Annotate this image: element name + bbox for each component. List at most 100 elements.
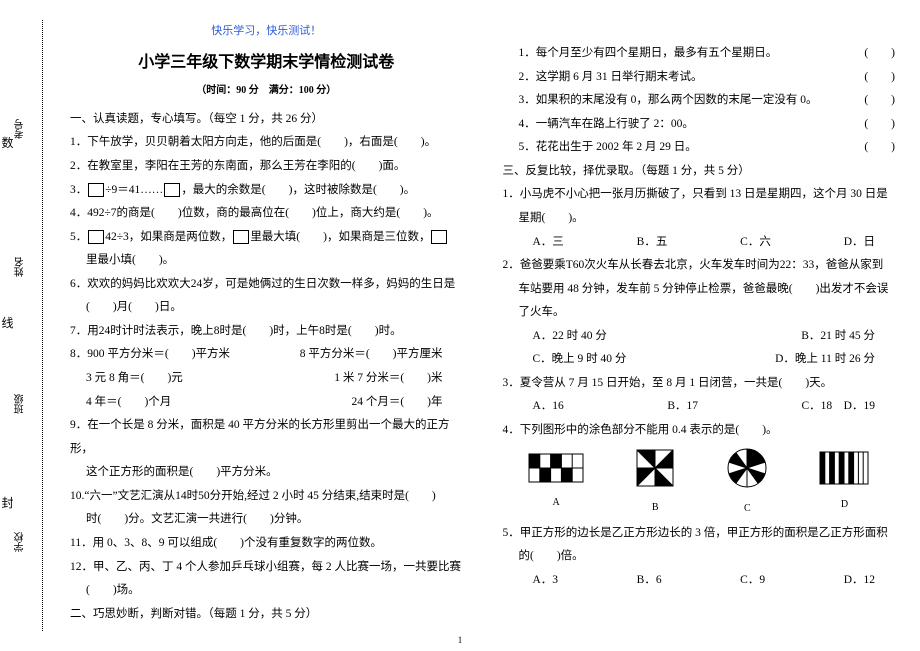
c2-choices1: A．22 时 40 分 B．21 时 45 分 — [503, 325, 896, 349]
blank-box-icon — [233, 230, 249, 244]
figure-d: D — [819, 451, 869, 516]
exam-title: 小学三年级下数学期末学情检测试卷 — [70, 47, 463, 80]
q8a: 8．900 平方分米＝( )平方米 — [70, 343, 230, 367]
content-columns: 快乐学习，快乐测试！ 小学三年级下数学期末学情检测试卷 （时间：90 分 满分：… — [60, 0, 920, 651]
judge-1: 1．每个月至少有四个星期日，最多有五个星期日。( ) — [503, 42, 896, 66]
q8d: 1 米 7 分米＝( )米 — [334, 367, 442, 391]
q12-line1: 12．甲、乙、丙、丁 4 个人参加乒乓球小组赛，每 2 人比赛一场，一共要比赛 — [70, 556, 463, 580]
q5-part1: 42÷3，如果商是两位数， — [105, 231, 232, 243]
q2: 2．在教室里，李阳在王芳的东南面，那么王芳在李阳的( )面。 — [70, 155, 463, 179]
c2-line2: 车站要用 48 分钟，发车前 5 分钟停止检票，爸爸最晚( )出发才不会误 — [503, 278, 896, 302]
section-3-heading: 三、反复比较，择优录取。（每题 1 分，共 5 分） — [503, 160, 896, 184]
q10-line1: 10.“六一”文艺汇演从14时50分开始,经过 2 小时 45 分结束,结束时是… — [70, 485, 463, 509]
q8b: 8 平方分米＝( )平方厘米 — [300, 343, 443, 367]
q5-line1: 5． 42÷3，如果商是两位数， 里最大填( )，如果商是三位数， — [70, 226, 463, 250]
fig-d-label: D — [819, 495, 869, 516]
right-column: 1．每个月至少有四个星期日，最多有五个星期日。( ) 2．这学期 6 月 31 … — [503, 20, 896, 641]
blank-box-icon — [431, 230, 447, 244]
figure-b: B — [635, 448, 675, 519]
q10-line2: 时( )分。文艺汇演一共进行( )分钟。 — [70, 508, 463, 532]
judge-2: 2．这学期 6 月 31 日举行期末考试。 ( ) — [503, 66, 896, 90]
judge-5: 5．花花出生于 2002 年 2 月 29 日。 ( ) — [503, 136, 896, 160]
blank-box-icon — [88, 183, 104, 197]
q7: 7．用24时计时法表示，晚上8时是( )时，上午8时是( )时。 — [70, 320, 463, 344]
page-number: 1 — [458, 635, 463, 645]
q9-line1: 9．在一个长是 8 分米，面积是 40 平方分米的长方形里剪出一个最大的正方形， — [70, 414, 463, 461]
left-column: 快乐学习，快乐测试！ 小学三年级下数学期末学情检测试卷 （时间：90 分 满分：… — [70, 20, 463, 641]
square-8-slice-icon — [635, 448, 675, 488]
label-name: 姓名 — [13, 257, 28, 277]
c2-line1: 2．爸爸要乘T60次火车从长春去北京，火车发车时间为22：33，爸爸从家到 — [503, 254, 896, 278]
c1-choices: A．三 B．五 C．六 D．日 — [503, 231, 896, 255]
exam-page: 数 线 封 考号 姓名 班级 学校 快乐学习，快乐测试！ 小学三年级下数学期末学… — [0, 0, 920, 651]
figure-a: A — [528, 453, 584, 514]
binding-dotted-line — [42, 20, 43, 631]
c5-a: A．3 — [533, 569, 559, 593]
c3-c: C．18 D．19 — [802, 395, 875, 419]
c1-b: B．五 — [637, 231, 668, 255]
c5-d: D．12 — [844, 569, 875, 593]
j5-text: 5．花花出生于 2002 年 2 月 29 日。 — [519, 136, 697, 160]
q3-mid: ÷9＝41…… — [105, 184, 163, 196]
q3: 3．÷9＝41……，最大的余数是( )，这时被除数是( )。 — [70, 179, 463, 203]
c1-a: A．三 — [533, 231, 564, 255]
blank-box-icon — [164, 183, 180, 197]
q6-line1: 6．欢欢的妈妈比欢欢大24岁，可是她俩过的生日次数一样多，妈妈的生日是 — [70, 273, 463, 297]
c5-b: B．6 — [637, 569, 662, 593]
q1: 1．下午放学，贝贝朝着太阳方向走，他的后面是( )，右面是( )。 — [70, 131, 463, 155]
c4: 4．下列图形中的涂色部分不能用 0.4 表示的是( )。 — [503, 419, 896, 443]
q8e: 4 年＝( )个月 — [86, 391, 171, 415]
q3-prefix: 3． — [70, 184, 87, 196]
c1-d: D．日 — [844, 231, 875, 255]
figure-c: C — [726, 447, 768, 520]
c2-c: C．晚上 9 时 40 分 — [533, 348, 627, 372]
stripes-10-icon — [819, 451, 869, 485]
q11: 11．用 0、3、8、9 可以组成( )个没有重复数字的两位数。 — [70, 532, 463, 556]
j2-text: 2．这学期 6 月 31 日举行期末考试。 — [519, 66, 703, 90]
figure-row: A B — [503, 447, 896, 520]
grid-2x5-icon — [528, 453, 584, 483]
q4: 4．492÷7的商是( )位数，商的最高位在( )位上，商大约是( )。 — [70, 202, 463, 226]
c1-line1: 1．小马虎不小心把一张月历撕破了，只看到 13 日是星期四，这个月 30 日是 — [503, 183, 896, 207]
q5-part2: 里最大填( )，如果商是三位数， — [250, 231, 430, 243]
c2-choices2: C．晚上 9 时 40 分 D．晚上 11 时 26 分 — [503, 348, 896, 372]
c3-choices: A．16 B．17 C．18 D．19 — [503, 395, 896, 419]
header-note: 快乐学习，快乐测试！ — [70, 20, 463, 43]
c5-c: C．9 — [740, 569, 765, 593]
c3-a: A．16 — [533, 395, 564, 419]
c1-c: C．六 — [740, 231, 771, 255]
c2-a: A．22 时 40 分 — [533, 325, 607, 349]
q12-line2: ( )场。 — [70, 579, 463, 603]
label-class: 班级 — [13, 394, 28, 414]
c3: 3．夏令营从 7 月 15 日开始，至 8 月 1 日闭营，一共是( )天。 — [503, 372, 896, 396]
fig-c-label: C — [726, 499, 768, 520]
c2-d: D．晚上 11 时 26 分 — [775, 348, 875, 372]
paren: ( ) — [864, 42, 895, 66]
q5-prefix: 5． — [70, 231, 87, 243]
judge-3: 3．如果积的末尾没有 0，那么两个因数的末尾一定没有 0。 ( ) — [503, 89, 896, 113]
blank-box-icon — [88, 230, 104, 244]
q8-row1: 8．900 平方分米＝( )平方米 8 平方分米＝( )平方厘米 — [70, 343, 463, 367]
section-1-heading: 一、认真读题，专心填写。（每空 1 分，共 26 分） — [70, 108, 463, 132]
q8f: 24 个月＝( )年 — [351, 391, 442, 415]
vertical-labels: 考号 姓名 班级 学校 — [10, 60, 30, 611]
q8c: 3 元 8 角＝( )元 — [86, 367, 183, 391]
label-exam-id: 考号 — [13, 119, 28, 139]
c5-line1: 5．甲正方形的边长是乙正方形边长的 3 倍，甲正方形的面积是乙正方形面积 — [503, 522, 896, 546]
judge-4: 4．一辆汽车在路上行驶了 2：00。 ( ) — [503, 113, 896, 137]
binding-margin: 数 线 封 考号 姓名 班级 学校 — [0, 0, 60, 651]
paren: ( ) — [864, 66, 895, 90]
label-school: 学校 — [13, 532, 28, 552]
exam-subtitle: （时间：90 分 满分：100 分） — [70, 81, 463, 102]
paren: ( ) — [864, 136, 895, 160]
c3-b: B．17 — [667, 395, 698, 419]
paren: ( ) — [864, 113, 895, 137]
section-2-heading: 二、巧思妙断，判断对错。（每题 1 分，共 5 分） — [70, 603, 463, 627]
j3-text: 3．如果积的末尾没有 0，那么两个因数的末尾一定没有 0。 — [519, 89, 818, 113]
c5-line2: 的( )倍。 — [503, 545, 896, 569]
pie-10-slice-icon — [726, 447, 768, 489]
j4-text: 4．一辆汽车在路上行驶了 2：00。 — [519, 113, 694, 137]
q8-row3: 4 年＝( )个月 24 个月＝( )年 — [70, 391, 463, 415]
q5-line2: 里最小填( )。 — [70, 249, 463, 273]
paren: ( ) — [864, 89, 895, 113]
